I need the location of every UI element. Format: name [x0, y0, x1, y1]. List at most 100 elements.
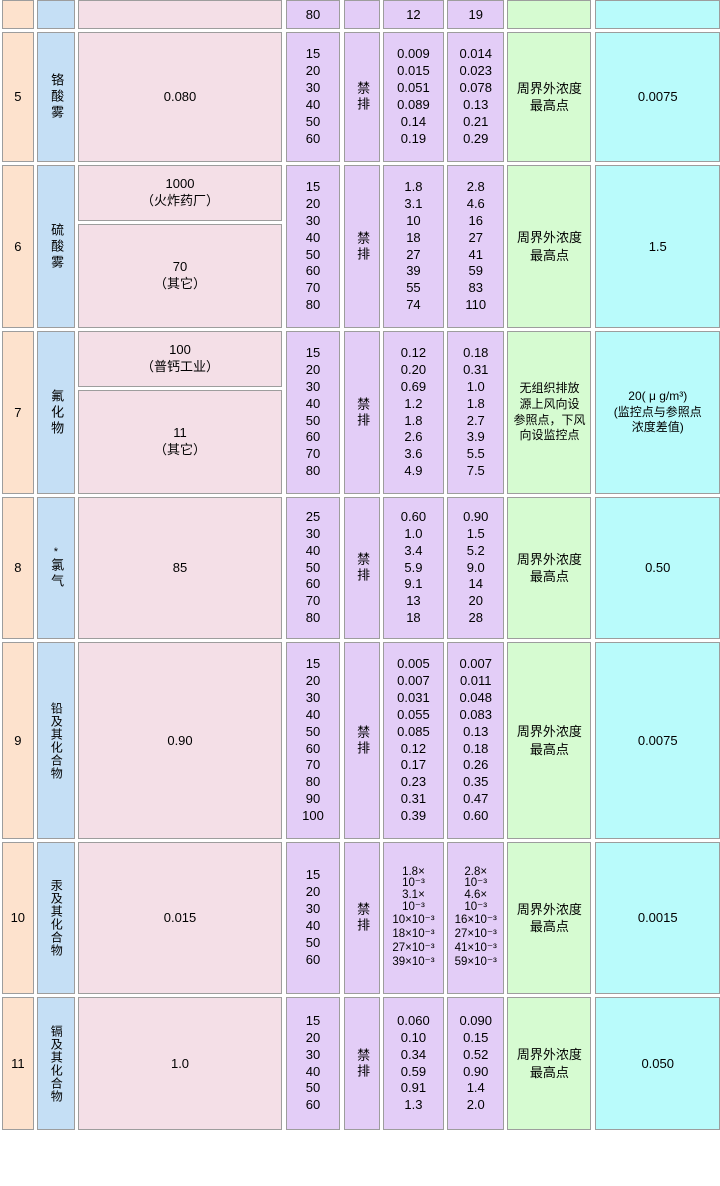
- stack-height-list: 15 20 30 40 50 60: [287, 1013, 339, 1114]
- emission-rate-value: 5.5: [466, 446, 485, 462]
- monitoring-point-cell: 周界外浓度 最高点: [507, 32, 592, 162]
- emission-rate-value: 0.69: [400, 378, 427, 394]
- pollutant-name-cell: 镉及其化合物: [36, 997, 76, 1130]
- emission-rate-value: 0.011: [459, 672, 492, 688]
- row-number-cell: 8: [2, 497, 34, 639]
- emission-limit-value: 11: [173, 425, 187, 441]
- emission-rate-value: 1.3: [404, 1097, 423, 1113]
- row-number: 7: [14, 404, 22, 420]
- emission-rate-value: 3.9: [466, 429, 485, 445]
- monitoring-point-line: 无组织排放: [519, 381, 580, 396]
- row-number-cell: [2, 0, 34, 29]
- stack-height-value: 70: [305, 446, 321, 462]
- stack-height-cell: 15 20 30 40 50 60 70 80: [285, 165, 341, 328]
- emission-limit-note: （普钙工业）: [141, 359, 220, 374]
- emission-rate-col1-list: 0.060 0.10 0.34 0.59 0.91 1.3: [384, 1013, 443, 1114]
- stack-height-cell: 15 20 30 40 50 60 70 80: [285, 331, 341, 494]
- monitoring-point-text: 周界外浓度 最高点: [515, 551, 584, 586]
- emission-rate-value: 10: [406, 212, 421, 228]
- emission-rate-value: 18: [406, 610, 421, 626]
- concentration-limit-text: 0.0075: [636, 88, 680, 105]
- emission-limit-cell: 1.0: [78, 997, 282, 1130]
- pollutant-name-cell: 硫酸雾: [36, 165, 76, 328]
- concentration-limit-text: 0.50: [643, 559, 672, 576]
- emission-limit-note: （其它）: [154, 276, 207, 291]
- monitoring-point-line: 最高点: [529, 98, 569, 113]
- stack-height-list: 15 20 30 40 50 60 70 80: [287, 345, 339, 480]
- ban-discharge-label: 禁排: [355, 230, 371, 263]
- monitoring-point-cell: 周界外浓度 最高点: [507, 497, 592, 639]
- emission-rate-value: 2.6: [404, 429, 423, 445]
- monitoring-point-line: 周界外浓度: [516, 901, 582, 917]
- monitoring-point-cell: 周界外浓度 最高点: [507, 642, 592, 839]
- emission-rate-value: 3.4: [404, 542, 423, 558]
- emission-rate-value: 0.014: [459, 46, 493, 62]
- emission-rate-value: 74: [406, 297, 421, 313]
- monitoring-point-line: 最高点: [529, 569, 569, 584]
- emission-rate-value: 0.12: [400, 344, 427, 360]
- stack-height-list: 15 20 30 40 50 60: [287, 867, 339, 968]
- emission-rate-col1-list: 0.005 0.007 0.031 0.055 0.085 0.12 0.17 0.23 0.3…: [384, 656, 443, 825]
- monitoring-point-line: 参照点，下风: [513, 412, 586, 427]
- concentration-limit-text: 20( μ g/m³) (监控点与参照点 浓度差值): [612, 389, 704, 436]
- emission-limit-value: 100: [169, 342, 191, 358]
- emission-rate-value: 0.15: [463, 1029, 489, 1045]
- stack-height-value: 70: [305, 280, 321, 296]
- concentration-limit-text: 1.5: [647, 238, 669, 255]
- monitoring-point-line: 最高点: [529, 247, 569, 263]
- emission-rate-value: 39×10⁻³: [392, 956, 435, 969]
- emission-rate-col2-cell: 0.090 0.15 0.52 0.90 1.4 2.0: [447, 997, 505, 1130]
- emission-rate-value: 0.39: [400, 808, 427, 824]
- emission-rate-value: 0.023: [459, 63, 493, 79]
- emission-rate-col1-cell: 12: [382, 0, 445, 29]
- pollutant-name-wrap: 铬酸雾: [49, 73, 64, 121]
- emission-rate-value: 1.2: [404, 395, 423, 411]
- pollutant-name: 氯气: [49, 557, 65, 590]
- pollutant-name: 镉及其化合物: [49, 1024, 64, 1103]
- stack-height-cell: 15 20 30 40 50 60: [285, 997, 341, 1130]
- pollutant-name-cell: 汞及其化合物: [36, 842, 76, 994]
- emission-rate-value: 0.083: [459, 706, 493, 722]
- emission-rate-value: 10×10⁻³: [392, 914, 435, 927]
- monitoring-point-text: 无组织排放 源上风向设 参照点，下风 向设监控点: [511, 381, 587, 443]
- emission-rate-value: 20: [468, 593, 483, 609]
- emission-rate-col2-list: 0.007 0.011 0.048 0.083 0.13 0.18 0.26 0.35 0.47…: [448, 656, 503, 825]
- emission-rate-value: 18×10⁻³: [392, 928, 435, 941]
- stack-height-list: 15 20 30 40 50 60: [287, 46, 339, 147]
- stack-height-value: 20: [305, 361, 321, 377]
- stack-height-value: 90: [305, 791, 321, 807]
- pollutant-name-cell: 铅及其化合物: [36, 642, 76, 839]
- stack-height-value: 30: [305, 212, 321, 228]
- emission-rate-col2-cell: 0.014 0.023 0.078 0.13 0.21 0.29: [447, 32, 505, 162]
- pollutant-name-cell: * 氯气: [36, 497, 76, 639]
- stack-height-value: 30: [305, 80, 321, 96]
- emission-rate-col1-cell: 0.12 0.20 0.69 1.2 1.8 2.6 3.6 4.9: [382, 331, 445, 494]
- stack-height-value: 80: [305, 6, 321, 22]
- emission-rate-col1-list: 0.009 0.015 0.051 0.089 0.14 0.19: [384, 46, 443, 147]
- table-row: 10 汞及其化合物 0.015 15 20 30 40 50 60 禁排 1.8× 10⁻³ 3.1× 1…: [0, 842, 720, 994]
- emission-rate-value: 0.90: [463, 1063, 489, 1079]
- stack-height-value: 20: [305, 884, 321, 900]
- row-number: 11: [11, 1055, 25, 1071]
- monitoring-point-cell: 无组织排放 源上风向设 参照点，下风 向设监控点: [507, 331, 592, 494]
- stack-height-cell: 15 20 30 40 50 60: [285, 842, 341, 994]
- emission-rate-col2-list: 2.8 4.6 16 27 41 59 83 110: [448, 179, 503, 314]
- emission-rate-value: 1.5: [466, 525, 485, 541]
- stack-height-value: 25: [305, 508, 321, 524]
- emission-limit-value: 1000: [165, 176, 195, 192]
- emission-limit-cell: 0.015: [78, 842, 282, 994]
- emission-limit-value: 0.015: [163, 910, 197, 926]
- monitoring-point-cell: 周界外浓度 最高点: [507, 842, 592, 994]
- emission-rate-col2-cell: 19: [447, 0, 505, 29]
- ban-discharge-label: 禁排: [355, 552, 371, 584]
- pollutant-name-wrap: 汞及其化合物: [49, 879, 63, 957]
- row-number-cell: 9: [2, 642, 34, 839]
- emission-rate-value: 27×10⁻³: [392, 942, 435, 955]
- emission-rate-value: 0.085: [397, 723, 430, 739]
- emission-rate-col2-list: 0.18 0.31 1.0 1.8 2.7 3.9 5.5 7.5: [448, 345, 503, 480]
- emission-rate-value: 1.8: [404, 412, 423, 428]
- emission-rate-value: 4.6: [466, 195, 485, 211]
- concentration-limit-line: 浓度差值): [631, 420, 684, 435]
- emission-rate-value: 7.5: [466, 463, 485, 479]
